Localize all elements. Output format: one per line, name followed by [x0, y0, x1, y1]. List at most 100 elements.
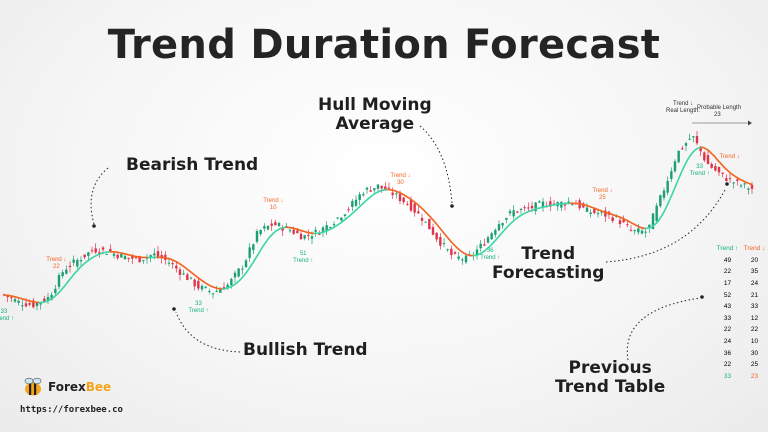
candle-body: [538, 201, 541, 203]
candle-body: [149, 255, 152, 258]
candle-body: [494, 229, 497, 235]
table-cell-down: 35: [750, 268, 759, 276]
candle-body: [307, 234, 310, 236]
trend-label: 36 Trend ↑: [480, 248, 500, 262]
candle-body: [717, 166, 721, 173]
candle-body: [391, 192, 394, 196]
candle-body: [497, 224, 501, 231]
candle-body: [127, 257, 130, 259]
hull-ma-segment: [672, 185, 677, 192]
candle-body: [98, 252, 101, 254]
candle-body: [486, 237, 490, 243]
forecast-arrowhead: [748, 120, 752, 126]
trend-label-line: 33: [0, 308, 8, 315]
table-cell-up: 22: [723, 361, 732, 369]
candle-body: [439, 237, 442, 246]
candle-body: [662, 190, 666, 198]
candle-body: [296, 230, 299, 234]
annotation-arrow: [175, 311, 241, 353]
candle-body: [215, 290, 218, 292]
candle-body: [57, 275, 61, 287]
forecast-trend-label: Trend ↓: [673, 101, 694, 107]
candle-body: [347, 209, 350, 211]
table-row: 22 25: [714, 359, 768, 371]
candle-body: [142, 260, 145, 262]
candle-body: [453, 252, 457, 254]
candle-body: [461, 259, 464, 261]
candle-body: [523, 207, 526, 209]
candle-body: [270, 223, 273, 226]
table-cell-up: 33: [723, 314, 732, 322]
candle-body: [490, 233, 493, 240]
candle-body: [420, 218, 424, 221]
candle-body: [167, 262, 171, 264]
candle-body: [508, 211, 512, 214]
candle-body: [596, 213, 600, 215]
trend-label-line: 33: [195, 301, 202, 308]
candle-body: [241, 268, 244, 270]
hull-moving-average-annotation: Hull Moving Average: [318, 96, 432, 134]
candle-body: [736, 179, 739, 181]
candle-body: [134, 257, 138, 259]
candle-body: [329, 227, 332, 229]
trend-label-line: Trend ↓: [719, 153, 740, 160]
candle-body: [750, 185, 754, 189]
candle-body: [651, 213, 655, 230]
candle-body: [72, 259, 75, 263]
table-cell-up: 22: [723, 326, 732, 334]
hull-annotation-text: Hull Moving Average: [318, 95, 432, 134]
forecasting-annotation-text: Trend Forecasting: [492, 244, 605, 283]
candle-body: [138, 256, 141, 263]
candle-body: [409, 199, 413, 211]
candle-body: [274, 222, 277, 226]
candle-body: [428, 218, 431, 230]
bee-logo-icon: [24, 377, 42, 396]
candle-body: [252, 244, 255, 251]
previous-annotation-text: Previous Trend Table: [555, 358, 666, 397]
candle-body: [255, 231, 259, 242]
candle-body: [79, 260, 83, 262]
candle-body: [728, 178, 732, 180]
candle-body: [351, 200, 354, 207]
candle-body: [120, 253, 123, 258]
candle-body: [670, 171, 673, 179]
table-cell-down: 23: [750, 372, 759, 380]
table-cell-down: 30: [750, 349, 759, 357]
candle-body: [512, 210, 515, 217]
candle-body: [604, 210, 607, 217]
table-cell-up: 24: [723, 338, 732, 346]
candle-body: [640, 230, 644, 234]
candle-body: [32, 300, 35, 308]
candle-body: [208, 290, 211, 292]
candle-body: [193, 279, 196, 287]
candle-body: [101, 247, 105, 250]
candle-body: [380, 185, 383, 189]
table-row: 33 23: [714, 371, 768, 383]
table-cell-up: 49: [723, 256, 732, 264]
candle-body: [343, 214, 347, 216]
candle-body: [479, 243, 482, 249]
candle-body: [200, 285, 204, 290]
candle-body: [50, 294, 53, 300]
candle-body: [626, 224, 629, 226]
candle-body: [714, 166, 717, 171]
brand-name-dark: Forex: [48, 380, 86, 394]
candle-body: [365, 187, 369, 190]
candle-body: [725, 178, 728, 181]
table-row: 49 20: [714, 255, 768, 267]
previous-trend-table-annotation: Previous Trend Table: [555, 359, 665, 397]
candle-body: [387, 187, 391, 189]
candle-body: [211, 293, 215, 295]
table-cell-down: 20: [750, 256, 759, 264]
candle-body: [582, 203, 585, 208]
candle-body: [54, 288, 57, 293]
trend-label: 51 Trend ↑: [293, 251, 313, 265]
candle-body: [230, 278, 233, 286]
candle-body: [17, 300, 20, 303]
trend-label-line: 51: [299, 250, 307, 257]
annotation-arrowhead: [450, 204, 454, 208]
trend-label-line: Trend ↓: [592, 187, 613, 194]
candle-body: [153, 253, 156, 256]
candle-body: [585, 207, 589, 212]
